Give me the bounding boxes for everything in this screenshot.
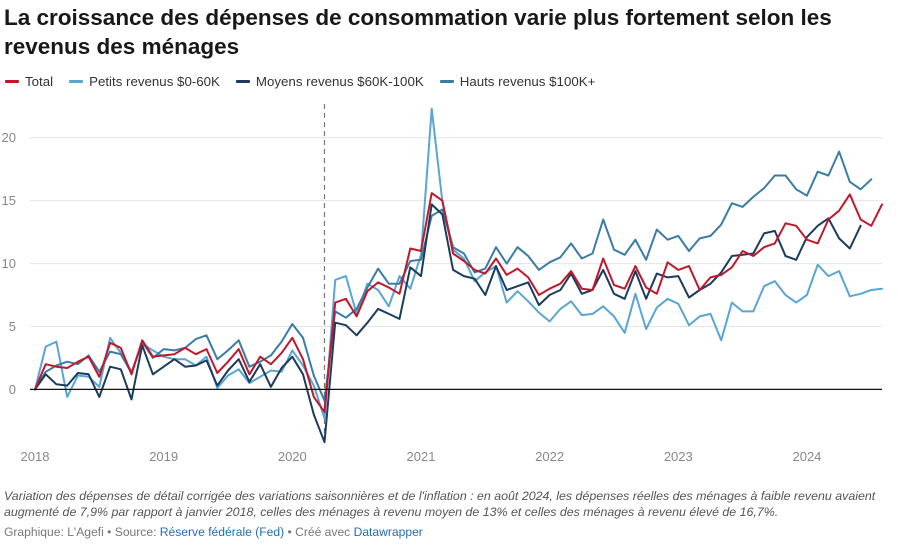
legend-item-hauts-revenus[interactable]: Hauts revenus $100K+: [439, 74, 596, 89]
x-tick-label: 2022: [535, 449, 564, 464]
chart-title: La croissance des dépenses de consommati…: [4, 5, 832, 59]
legend-swatch-hauts-revenus: [439, 80, 454, 83]
series-line-petits-revenus-0-60k: [34, 107, 883, 420]
y-tick-label: 15: [2, 193, 16, 208]
legend-swatch-moyens-revenus: [235, 80, 250, 83]
legend-item-petits-revenus[interactable]: Petits revenus $0-60K: [69, 74, 220, 89]
legend-label-hauts-revenus: Hauts revenus $100K+: [459, 74, 596, 89]
x-tick-label: 2021: [407, 449, 436, 464]
legend: Total Petits revenus $0-60K Moyens reven…: [5, 74, 611, 89]
series-line-moyens-revenus-60k-100k: [34, 203, 862, 444]
legend-label-total: Total: [25, 74, 54, 89]
datawrapper-link[interactable]: Datawrapper: [353, 525, 423, 539]
legend-item-moyens-revenus[interactable]: Moyens revenus $60K-100K: [235, 74, 424, 89]
legend-swatch-petits-revenus: [69, 80, 84, 83]
x-tick-label: 2024: [792, 449, 821, 464]
legend-label-petits-revenus: Petits revenus $0-60K: [89, 74, 220, 89]
credit-middle: • Créé avec: [284, 525, 354, 539]
source-link[interactable]: Réserve fédérale (Fed): [159, 525, 285, 539]
line-chart: 0 5 10 15 20 2018 2019 2020 2021 2022 2023 2024: [2, 104, 883, 464]
legend-label-moyens-revenus: Moyens revenus $60K-100K: [255, 74, 424, 89]
x-tick-label: 2019: [149, 449, 178, 464]
series-line-total: [34, 192, 883, 413]
y-tick-label: 20: [2, 130, 16, 145]
x-tick-label: 2020: [278, 449, 307, 464]
source-credit: Graphique: L'Agefi • Source: Réserve féd…: [4, 525, 423, 539]
y-tick-label: 10: [2, 256, 16, 271]
y-tick-label: 5: [9, 319, 16, 334]
legend-item-total[interactable]: Total: [5, 74, 53, 89]
y-tick-label: 0: [9, 382, 16, 397]
legend-swatch-total: [5, 80, 19, 83]
x-tick-label: 2018: [21, 449, 50, 464]
credit-prefix: Graphique: L'Agefi • Source:: [4, 525, 160, 539]
chart-notes: Variation des dépenses de détail corrigé…: [4, 489, 876, 519]
x-tick-label: 2023: [664, 449, 693, 464]
series-line-hauts-revenus-100k: [34, 150, 873, 402]
